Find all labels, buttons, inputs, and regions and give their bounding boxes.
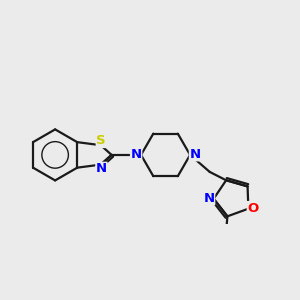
Text: N: N [189, 148, 201, 161]
Text: O: O [247, 202, 259, 214]
Text: N: N [96, 162, 107, 176]
Text: N: N [130, 148, 142, 161]
Text: S: S [96, 134, 106, 148]
Text: N: N [203, 192, 214, 205]
